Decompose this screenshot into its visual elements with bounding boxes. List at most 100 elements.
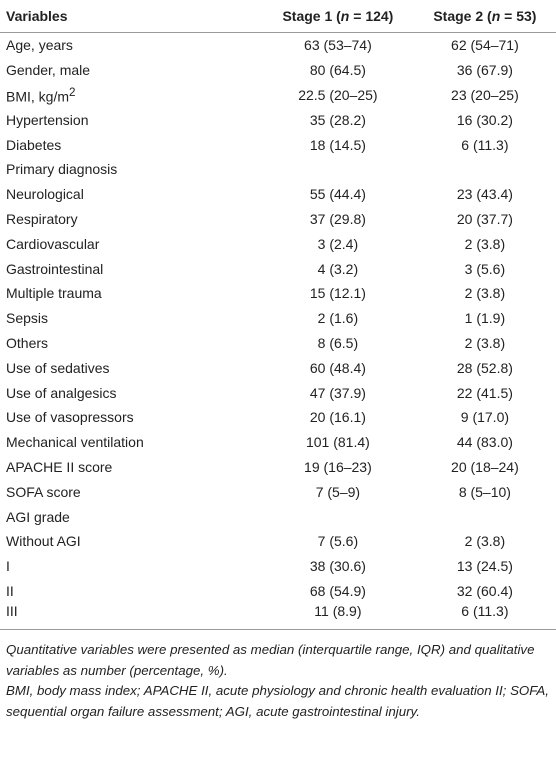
stage1-cell: 20 (16.1) [309, 409, 366, 426]
header-row: Variables Stage 1 (n = 124) Stage 2 (n =… [0, 0, 556, 33]
table-row: Use of analgesics 47 (37.9) 22 (41.5) [0, 380, 556, 405]
table-row: Primary diagnosis [0, 157, 556, 182]
label-text: Use of vasopressors [6, 409, 134, 426]
label-text: Sepsis [6, 310, 49, 327]
data-table: Variables Stage 1 (n = 124) Stage 2 (n =… [0, 0, 556, 631]
stage2-cell: 2 (3.8) [464, 235, 506, 252]
stage1-cell: 35 (28.2) [309, 111, 366, 128]
table-row: Mechanical ventilation 101 (81.4) 44 (83.0… [0, 430, 556, 455]
row-label: Mechanical ventilation [0, 430, 262, 455]
stage2-cell: 22 (41.5) [456, 384, 513, 401]
row-label: II [0, 579, 262, 604]
row-label: Use of sedatives [0, 355, 262, 380]
stage2-cell: 6 (11.3) [413, 603, 556, 631]
stage2-cell: 62 (54–71) [451, 37, 519, 54]
row-label: Diabetes [0, 132, 262, 157]
table-row: Hypertension 35 (28.2) 16 (30.2) [0, 107, 556, 132]
label-text: Gender, male [6, 62, 91, 79]
stage2-cell: 2 (3.8) [464, 285, 506, 302]
stage2-cell: 23 (43.4) [456, 186, 513, 203]
table-row: Sepsis 2 (1.6) 1 (1.9) [0, 306, 556, 331]
table-row: I 38 (30.6) 13 (24.5) [0, 554, 556, 579]
stage1-cell: 15 (12.1) [309, 285, 366, 302]
stage2-cell: 2 (3.8) [464, 334, 506, 351]
row-label: SOFA score [0, 479, 262, 504]
row-label: Others [0, 331, 262, 356]
stage1-cell: 2 (1.6) [317, 310, 359, 327]
row-label: Use of analgesics [0, 380, 262, 405]
label-text: II [6, 582, 14, 599]
stage1-cell: 7 (5.6) [317, 533, 359, 550]
stage1-cell: 80 (64.5) [309, 62, 366, 79]
stage2-cell [414, 157, 556, 182]
label-text: Neurological [6, 186, 84, 203]
row-label: APACHE II score [0, 455, 262, 480]
table-body: Age, years 63 (53–74) 62 (54–71) Gender, ma… [0, 33, 556, 631]
row-label: Multiple trauma [0, 281, 262, 306]
stage2-cell: 32 (60.4) [456, 582, 513, 599]
header-text: = 53) [500, 8, 537, 24]
stage2-cell: 23 (20–25) [451, 86, 519, 103]
label-text: Hypertension [6, 111, 89, 128]
label-text: Multiple trauma [6, 285, 102, 302]
stage1-cell: 11 (8.9) [262, 603, 414, 631]
label-text: Without AGI [6, 533, 81, 550]
stage1-cell [262, 157, 414, 182]
footnote: BMI, body mass index; APACHE II, acute p… [6, 683, 549, 719]
stage1-cell: 19 (16–23) [304, 458, 372, 475]
label-text: BMI, kg/m [6, 88, 70, 105]
row-label: Gender, male [0, 58, 262, 83]
table-row: Diabetes 18 (14.5) 6 (11.3) [0, 132, 556, 157]
table-row: SOFA score 7 (5–9) 8 (5–10) [0, 479, 556, 504]
label-text: Primary diagnosis [6, 161, 118, 178]
table-row: Cardiovascular 3 (2.4) 2 (3.8) [0, 231, 556, 256]
label-text: Mechanical ventilation [6, 434, 144, 451]
row-label: Primary diagnosis [0, 157, 262, 182]
label-text: Diabetes [6, 136, 62, 153]
row-label: Cardiovascular [0, 231, 262, 256]
label-text: III [6, 603, 18, 620]
stage1-cell: 4 (3.2) [317, 260, 359, 277]
header-text: Stage 1 ( [282, 8, 341, 24]
table-row: II 68 (54.9) 32 (60.4) [0, 579, 556, 604]
header-cell: Stage 2 (n = 53) [413, 0, 556, 33]
stage2-cell: 8 (5–10) [458, 483, 511, 500]
table-row: III 11 (8.9) 6 (11.3) [0, 603, 556, 631]
row-label: I [0, 554, 262, 579]
stage1-cell: 38 (30.6) [309, 558, 366, 575]
header-text: Stage 2 ( [433, 8, 492, 24]
label-text: AGI grade [6, 508, 70, 525]
stage2-cell: 20 (18–24) [451, 458, 519, 475]
table-row: Multiple trauma 15 (12.1) 2 (3.8) [0, 281, 556, 306]
row-label: III [0, 603, 262, 631]
label-text: APACHE II score [6, 458, 113, 475]
stage2-cell: 1 (1.9) [464, 310, 506, 327]
stage1-cell [262, 504, 414, 529]
stage1-cell: 63 (53–74) [304, 37, 372, 54]
stage1-cell: 8 (6.5) [317, 334, 359, 351]
stage2-cell: 44 (83.0) [456, 434, 513, 451]
table-row: Age, years 63 (53–74) 62 (54–71) [0, 33, 556, 58]
stage1-cell: 37 (29.8) [309, 210, 366, 227]
label-text: SOFA score [6, 483, 81, 500]
table-row: APACHE II score 19 (16–23) 20 (18–24) [0, 455, 556, 480]
stage2-cell [414, 504, 556, 529]
table-row: Use of sedatives 60 (48.4) 28 (52.8) [0, 355, 556, 380]
row-label: BMI, kg/m2 [0, 83, 262, 108]
table-row: Gastrointestinal 4 (3.2) 3 (5.6) [0, 256, 556, 281]
stage1-cell: 68 (54.9) [309, 582, 366, 599]
footnotes: Quantitative variables were presented as… [0, 630, 556, 722]
stage2-cell: 6 (11.3) [461, 136, 509, 153]
label-text: Gastrointestinal [6, 260, 104, 277]
stage1-cell: 55 (44.4) [309, 186, 366, 203]
table-row: Gender, male 80 (64.5) 36 (67.9) [0, 58, 556, 83]
header-cell: Stage 1 (n = 124) [262, 0, 414, 33]
stage1-cell: 7 (5–9) [315, 483, 361, 500]
table-row: Neurological 55 (44.4) 23 (43.4) [0, 182, 556, 207]
stage2-cell: 13 (24.5) [456, 558, 513, 575]
table-row: Others 8 (6.5) 2 (3.8) [0, 331, 556, 356]
row-label: Gastrointestinal [0, 256, 262, 281]
stage2-cell: 36 (67.9) [456, 62, 513, 79]
label-text: Others [6, 334, 49, 351]
stage1-cell: 60 (48.4) [309, 359, 366, 376]
